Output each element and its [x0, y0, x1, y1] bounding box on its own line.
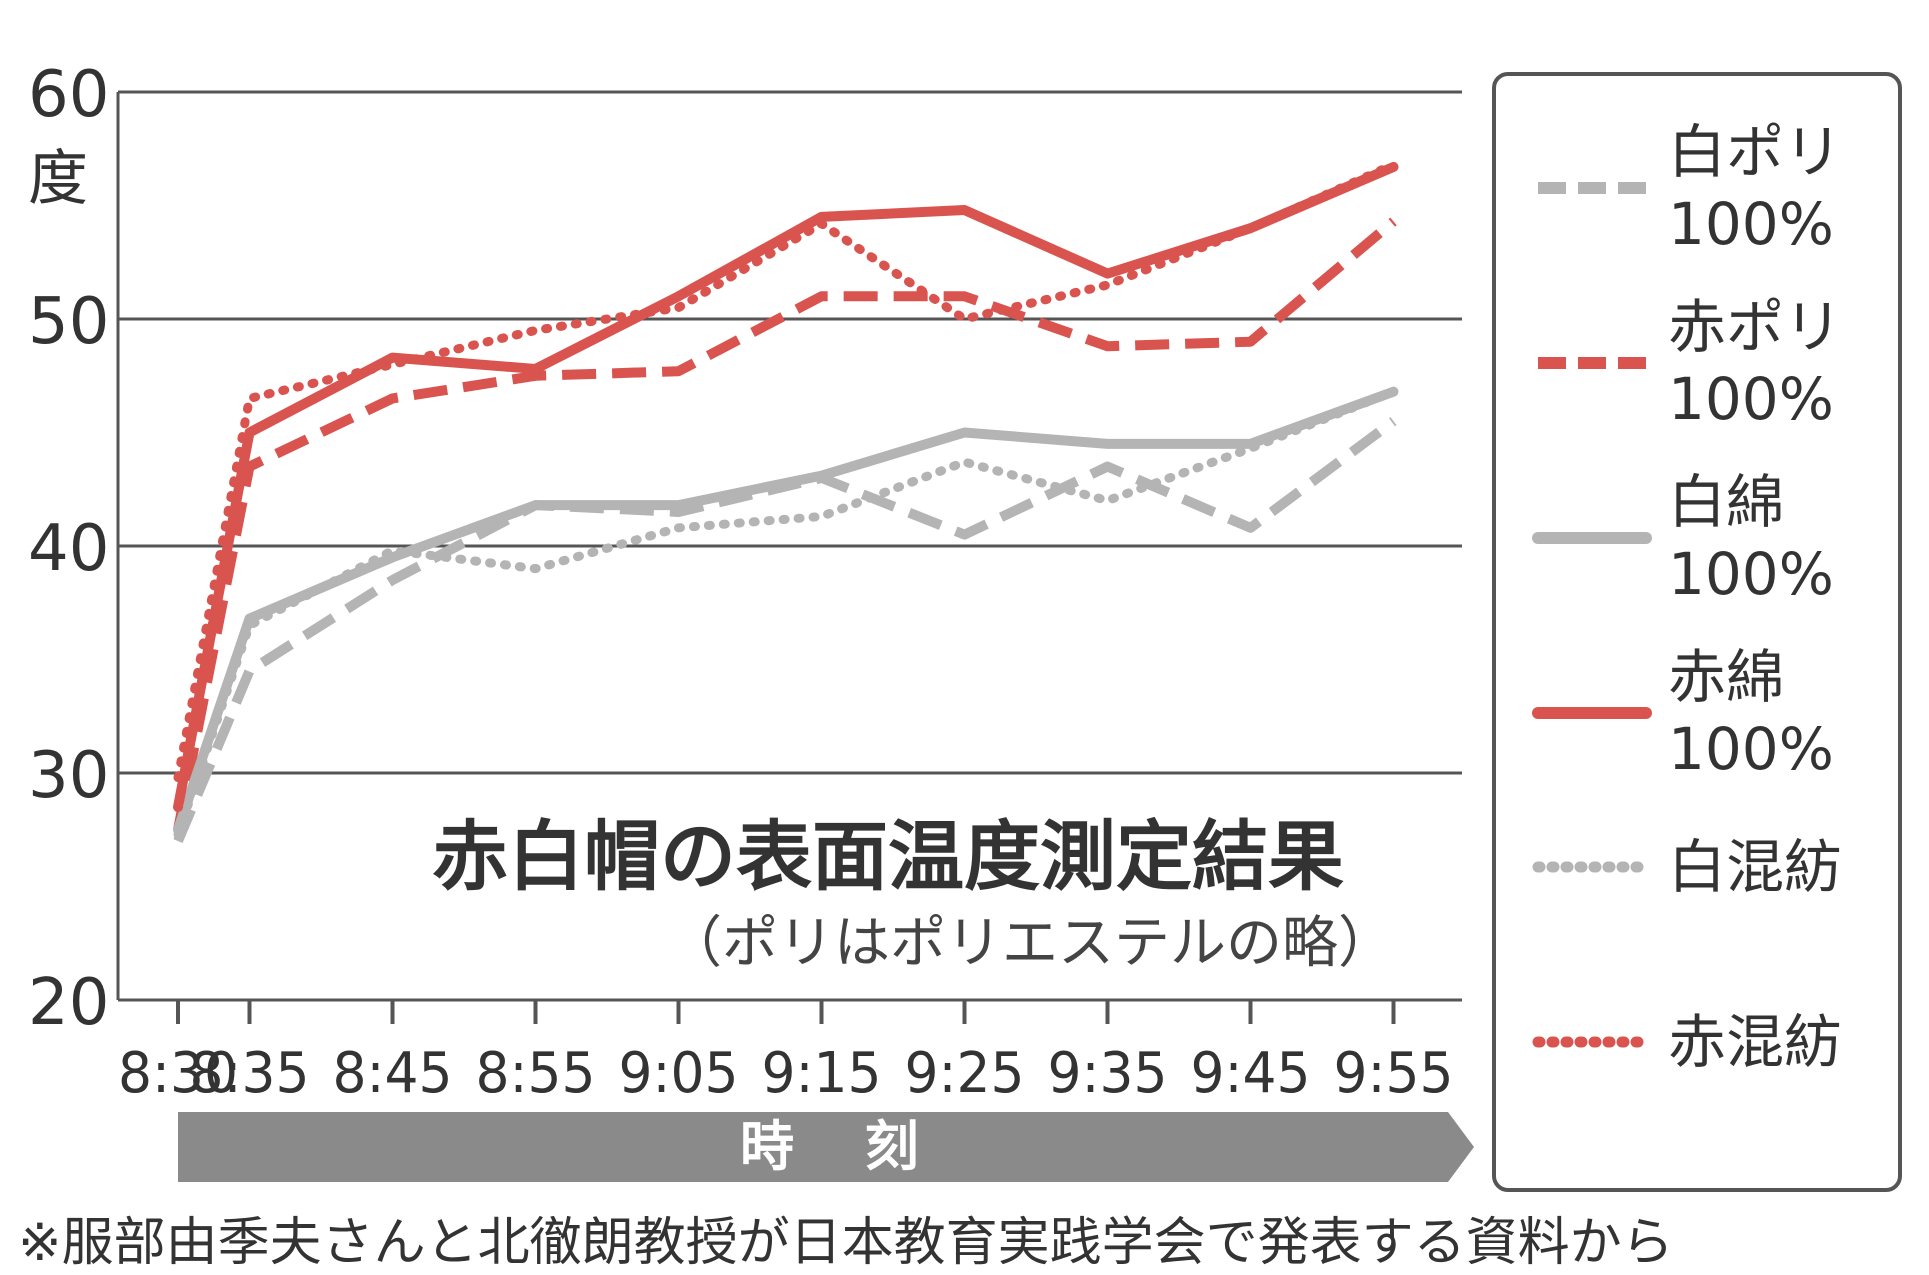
chart-subtitle: （ポリはポリエステルの略） [666, 911, 1394, 976]
series-line-2 [173, 217, 1397, 831]
x-tick-label-8:30: 8:30 [118, 1041, 238, 1106]
grid-lines [116, 90, 1462, 1000]
y-axis-unit-label: 度 [28, 144, 88, 214]
legend-label-6: 赤混紡 [1668, 1008, 1843, 1076]
footnote: ※服部由季夫さんと北徹朗教授が日本教育実践学会で発表する資料から [18, 1213, 1674, 1273]
x-tick-label-9:25: 9:25 [905, 1041, 1025, 1106]
legend-label-1: 白ポリ 100% [1668, 118, 1843, 258]
legend-swatch-3 [1532, 532, 1652, 544]
x-tick-label-8:55: 8:55 [476, 1041, 596, 1106]
x-tick-label-8:45: 8:45 [333, 1041, 453, 1106]
x-axis: 8:308:35 8:45 8:55 9:05 9:15 9:25 9:35 9:45 9:55 [118, 998, 1462, 1106]
x-axis-label: 時 刻 [740, 1115, 945, 1178]
y-tick-label-60: 60 [28, 58, 109, 132]
legend: 白ポリ 100% 赤ポリ 100% 白綿 100% 赤綿 100% 白混紡赤混紡 [1492, 72, 1902, 1192]
x-tick-label-9:55: 9:55 [1334, 1041, 1454, 1106]
series-line-3 [173, 386, 1399, 835]
series-line-5 [173, 387, 1398, 839]
y-tick-label-20: 20 [28, 966, 109, 1040]
legend-swatch-6 [1532, 1036, 1652, 1048]
y-tick-label-40: 40 [28, 512, 109, 586]
legend-swatch-2 [1538, 357, 1646, 369]
y-tick-label-30: 30 [28, 739, 109, 813]
x-tick-label-9:15: 9:15 [762, 1041, 882, 1106]
legend-swatch-1 [1538, 182, 1646, 194]
series-lines [173, 160, 1399, 844]
legend-label-2: 赤ポリ 100% [1668, 293, 1843, 433]
legend-label-4: 赤綿 100% [1668, 643, 1834, 783]
chart-title: 赤白帽の表面温度測定結果 [432, 812, 1344, 901]
y-axis-ticks: 20 30 40 50 60 [28, 58, 109, 1040]
legend-label-3: 白綿 100% [1668, 468, 1834, 608]
legend-swatch-5 [1532, 861, 1652, 873]
y-tick-label-50: 50 [28, 285, 109, 359]
series-line-4 [173, 161, 1399, 813]
x-tick-label-9:05: 9:05 [619, 1041, 739, 1106]
legend-label-5: 白混紡 [1668, 833, 1843, 901]
x-tick-label-8:35: 8:35 [190, 1041, 310, 1106]
legend-swatch-4 [1532, 707, 1652, 719]
x-tick-label-9:45: 9:45 [1191, 1041, 1311, 1106]
x-tick-label-9:35: 9:35 [1048, 1041, 1168, 1106]
series-line-6 [173, 160, 1398, 783]
x-axis-arrow-bar [178, 1112, 1474, 1182]
